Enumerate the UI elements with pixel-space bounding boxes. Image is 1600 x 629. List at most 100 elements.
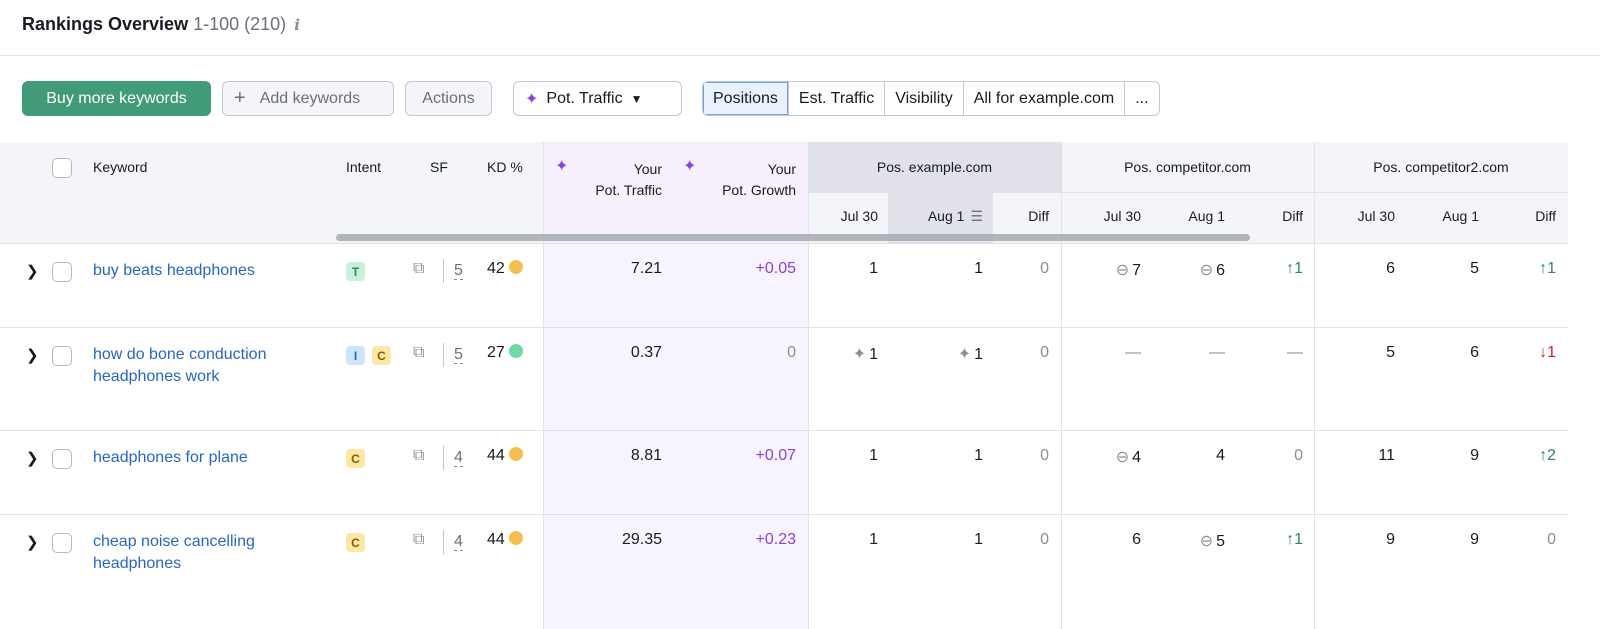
link-icon: ⊖ [1115,262,1130,279]
position-value: — [1209,344,1225,361]
link-icon: ⊖ [1115,449,1130,466]
group-example: Pos. example.com [876,159,993,175]
position-value: 0 [1547,531,1556,548]
row-divider [0,243,1568,244]
sf-count[interactable]: 4 [454,449,463,467]
tab-est-traffic[interactable]: Est. Traffic [789,82,886,115]
position-value: 6 [1470,344,1479,361]
subcol-0-0[interactable]: Jul 30 [840,208,878,224]
subcol-2-2[interactable]: Diff [1535,208,1556,224]
col-kd[interactable]: KD % [487,159,523,175]
keyword-link[interactable]: how do bone conduction headphones work [93,346,267,385]
position-value: ⊖ 5 [1199,533,1225,550]
sf-count[interactable]: 5 [454,346,463,364]
position-value: ⊖ 4 [1115,449,1141,466]
row-checkbox[interactable] [52,533,72,553]
tab-all-for-example[interactable]: All for example.com [964,82,1126,115]
pot-growth-value: +0.23 [755,531,796,548]
view-tabs: Positions Est. Traffic Visibility All fo… [702,81,1160,116]
position-value: 9 [1470,447,1479,464]
position-value: 0 [1040,447,1049,464]
info-icon[interactable]: i [294,16,300,34]
serp-features-icon[interactable]: ⧉ [413,260,425,277]
subcol-0-2[interactable]: Diff [1028,208,1049,224]
position-value: 1 [974,447,983,464]
kd-dot-icon [508,260,523,274]
keyword-link[interactable]: buy beats headphones [93,262,255,279]
position-value: 1 [974,531,983,548]
kd-value: 44 [487,531,523,549]
pot-growth-value: +0.07 [755,447,796,464]
position-value: 6 [1132,531,1141,548]
divider [0,55,1600,56]
position-value: 0 [1294,447,1303,464]
expand-chevron-icon[interactable]: ❯ [26,450,39,467]
position-value: ↓1 [1539,344,1556,361]
divider [443,530,444,554]
position-value: ↑1 [1286,531,1303,548]
subcol-1-0[interactable]: Jul 30 [1103,208,1141,224]
position-value: — [1287,344,1303,361]
position-value: 1 [869,447,878,464]
divider [443,259,444,283]
keyword-link[interactable]: cheap noise cancelling headphones [93,533,255,572]
row-checkbox[interactable] [52,262,72,282]
sf-count[interactable]: 5 [454,262,463,280]
row-divider [0,327,1568,328]
position-value: 1 [974,260,983,277]
tab-visibility[interactable]: Visibility [885,82,964,115]
position-value: ✦ 1 [957,346,983,363]
row-checkbox[interactable] [52,346,72,366]
serp-features-icon[interactable]: ⧉ [413,531,425,548]
col-keyword[interactable]: Keyword [93,159,148,175]
subcol-2-1[interactable]: Aug 1 [1442,208,1479,224]
group-competitor: Pos. competitor.com [1124,159,1251,175]
divider [443,343,444,367]
subcol-1-1[interactable]: Aug 1 [1188,208,1225,224]
row-divider [0,514,1568,515]
col-pot-traffic[interactable]: Your Pot. Traffic [595,161,662,198]
col-sf[interactable]: SF [430,159,448,175]
tab-positions[interactable]: Positions [703,82,789,115]
tab-more[interactable]: ... [1135,89,1149,107]
subcol-1-2[interactable]: Diff [1282,208,1303,224]
position-value: — [1125,344,1141,361]
expand-chevron-icon[interactable]: ❯ [26,347,39,364]
column-divider [543,142,544,629]
position-value: 0 [1040,260,1049,277]
page-title: Rankings Overview 1-100 (210) i [22,14,300,34]
subcol-2-0[interactable]: Jul 30 [1357,208,1395,224]
divider [443,446,444,470]
position-value: 5 [1386,344,1395,361]
divider [808,192,1568,193]
intent-badge: C [346,449,365,468]
expand-chevron-icon[interactable]: ❯ [26,263,39,280]
horizontal-scrollbar[interactable] [336,234,1250,241]
keyword-link[interactable]: headphones for plane [93,449,248,466]
serp-features-icon[interactable]: ⧉ [413,447,425,464]
sparkle-icon: ✦ [683,158,697,175]
intent-badge: C [372,346,391,365]
position-value: 1 [869,531,878,548]
row-checkbox[interactable] [52,449,72,469]
buy-more-keywords-button[interactable]: Buy more keywords [22,81,211,116]
group-competitor2: Pos. competitor2.com [1373,159,1509,175]
featured-snippet-icon: ✦ [852,346,867,363]
col-pot-growth[interactable]: Your Pot. Growth [722,161,796,198]
expand-chevron-icon[interactable]: ❯ [26,534,39,551]
add-keywords-button[interactable]: + Add keywords [222,81,394,116]
col-intent[interactable]: Intent [346,159,382,175]
sparkle-icon: ✦ [525,90,539,108]
subcol-0-1[interactable]: Aug 1 ☰ [927,208,983,224]
kd-value: 44 [487,447,523,465]
sparkle-icon: ✦ [555,158,569,175]
pot-traffic-dropdown[interactable]: ✦ Pot. Traffic ▼ [513,81,682,116]
position-value: ↑1 [1539,260,1556,277]
select-all-checkbox[interactable] [52,158,72,178]
position-value: 0 [1040,344,1049,361]
sort-icon[interactable]: ☰ [970,208,983,224]
position-value: ↑1 [1286,260,1303,277]
serp-features-icon[interactable]: ⧉ [413,344,425,361]
sf-count[interactable]: 4 [454,533,463,551]
actions-button[interactable]: Actions [405,81,492,116]
